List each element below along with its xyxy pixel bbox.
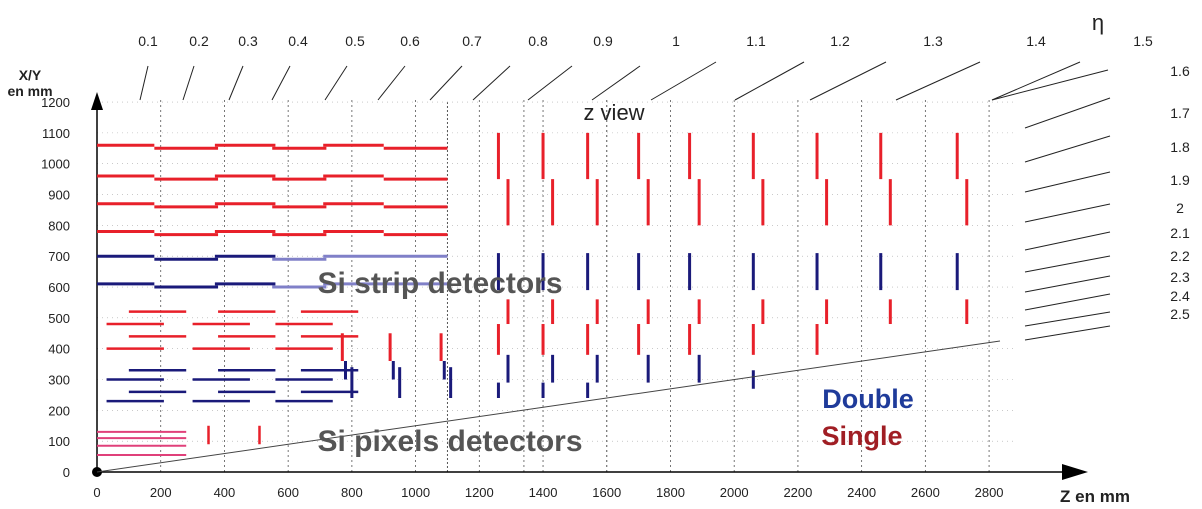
eta-right-label: 1.8 <box>1170 139 1190 155</box>
strip-detectors-label: Si strip detectors <box>317 267 562 300</box>
eta-right-label: 1.6 <box>1170 63 1190 79</box>
eta-boundary-line <box>96 340 1001 473</box>
eta-top-label: 1.4 <box>1026 33 1046 49</box>
y-tick-label: 200 <box>48 403 70 418</box>
x-tick-label: 1000 <box>401 485 430 500</box>
eta-top-label: 1.5 <box>1133 33 1153 49</box>
x-axis-arrow <box>1062 464 1088 480</box>
x-tick-label: 800 <box>341 485 363 500</box>
x-tick-label: 0 <box>93 485 100 500</box>
y-tick-label: 400 <box>48 342 70 357</box>
eta-top-label: 0.6 <box>400 33 420 49</box>
legend-double: Double <box>822 384 914 414</box>
eta-right-lines <box>991 69 1111 341</box>
y-tick-label: 100 <box>48 434 70 449</box>
eta-right-label: 2.5 <box>1170 306 1190 322</box>
view-label: z view <box>583 100 644 125</box>
x-tick-label: 1800 <box>656 485 685 500</box>
x-axis-label: Z en mm <box>1060 487 1130 506</box>
y-tick-label: 1200 <box>41 95 70 110</box>
x-tick-label: 2800 <box>975 485 1004 500</box>
y-axis-arrow <box>91 92 103 110</box>
y-tick-label: 500 <box>48 311 70 326</box>
eta-right-label: 2.3 <box>1170 269 1190 285</box>
y-axis-label-line1: X/Y <box>19 67 42 83</box>
detector-modules <box>97 132 969 457</box>
eta-right-label: 2.4 <box>1170 288 1190 304</box>
eta-top-label: 0.4 <box>288 33 308 49</box>
y-tick-label: 700 <box>48 249 70 264</box>
x-tick-label: 2000 <box>720 485 749 500</box>
x-tick-label: 2400 <box>847 485 876 500</box>
y-tick-label: 1100 <box>42 126 70 141</box>
x-tick-label: 2200 <box>783 485 812 500</box>
eta-right-labels: 1.6 1.7 1.8 1.9 2 2.1 2.2 2.3 2.4 2.5 <box>1170 63 1190 322</box>
eta-top-lines <box>139 61 1081 101</box>
x-tick-label: 1400 <box>529 485 558 500</box>
eta-right-label: 1.9 <box>1170 172 1190 188</box>
y-axis-label-line2: en mm <box>7 83 52 99</box>
eta-top-label: 0.8 <box>528 33 548 49</box>
legend-single: Single <box>821 421 902 451</box>
eta-top-label: 1 <box>672 33 680 49</box>
eta-top-label: 0.2 <box>189 33 209 49</box>
eta-right-label: 2.1 <box>1170 225 1190 241</box>
tick-labels: 0 200 400 600 800 1000 1200 1400 1600 1800 2000 220… <box>41 95 1003 500</box>
pixel-detectors-label: Si pixels detectors <box>317 425 582 458</box>
eta-top-label: 0.7 <box>462 33 482 49</box>
y-tick-label: 900 <box>48 188 70 203</box>
axes <box>91 92 1088 480</box>
eta-top-label: 1.3 <box>923 33 943 49</box>
eta-top-label: 1.2 <box>830 33 850 49</box>
eta-right-label: 1.7 <box>1170 105 1190 121</box>
y-tick-label: 1000 <box>41 157 70 172</box>
eta-top-labels: 0.1 0.2 0.3 0.4 0.5 0.6 0.7 0.8 0.9 1 1.… <box>138 33 1153 49</box>
y-tick-label: 800 <box>48 218 70 233</box>
grid-lines <box>97 100 1015 472</box>
y-tick-label: 0 <box>63 465 70 480</box>
x-tick-label: 600 <box>277 485 299 500</box>
eta-top-label: 0.3 <box>238 33 258 49</box>
eta-right-label: 2.2 <box>1170 248 1190 264</box>
x-tick-label: 1600 <box>592 485 621 500</box>
eta-top-label: 1.1 <box>746 33 766 49</box>
eta-symbol: η <box>1092 10 1104 35</box>
x-tick-label: 1200 <box>465 485 494 500</box>
eta-top-label: 0.1 <box>138 33 158 49</box>
x-tick-label: 400 <box>214 485 236 500</box>
y-tick-label: 600 <box>48 280 70 295</box>
eta-top-label: 0.9 <box>593 33 613 49</box>
x-tick-label: 200 <box>150 485 172 500</box>
y-tick-label: 300 <box>48 373 70 388</box>
eta-top-label: 0.5 <box>345 33 365 49</box>
x-tick-label: 2600 <box>911 485 940 500</box>
eta-right-label: 2 <box>1176 200 1184 216</box>
